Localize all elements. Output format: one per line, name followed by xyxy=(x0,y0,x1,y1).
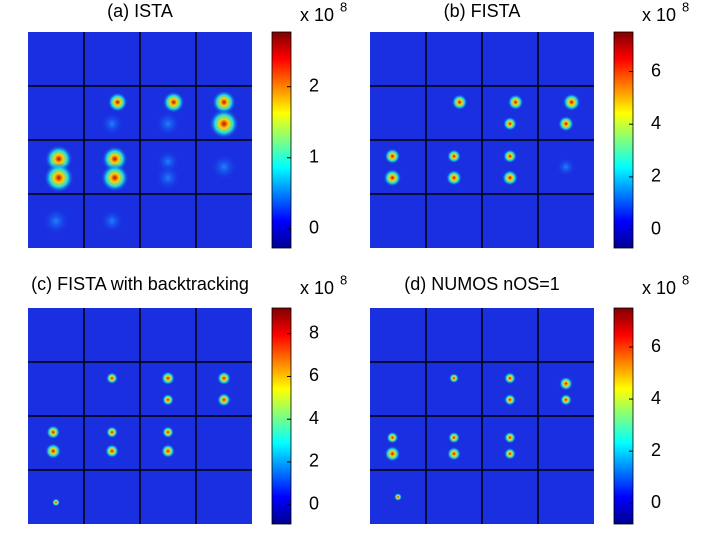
intensity-blob xyxy=(558,115,574,132)
colorbar-tick-label: 2 xyxy=(309,75,319,95)
panel: (a) ISTA 0 1 2 x 10 8 xyxy=(28,0,347,249)
intensity-blob xyxy=(502,169,518,186)
colorbar-tick-label: 4 xyxy=(309,408,319,428)
intensity-blob xyxy=(446,169,462,186)
intensity-blob xyxy=(210,153,238,181)
colorbar xyxy=(271,31,292,249)
intensity-blob xyxy=(556,157,576,177)
colorbar-tick-label: 8 xyxy=(309,322,319,342)
colorbar-tick-label: 1 xyxy=(309,147,319,167)
panel-title: (a) ISTA xyxy=(107,1,173,21)
colorbar-tick-label: 0 xyxy=(651,218,661,238)
intensity-blob xyxy=(560,393,572,406)
intensity-blob xyxy=(101,145,128,172)
intensity-blob xyxy=(383,168,402,187)
intensity-blob xyxy=(52,498,60,507)
intensity-blob xyxy=(161,444,175,459)
colorbar-tick-label: 6 xyxy=(651,60,661,80)
intensity-blob xyxy=(212,90,236,115)
colorbar-exponent-base: x 10 xyxy=(300,5,334,25)
panel: (d) NUMOS nOS=1 0 2 4 6 x 10 8 xyxy=(370,272,689,525)
intensity-blob xyxy=(559,376,573,391)
colorbar-exponent: 8 xyxy=(340,272,347,287)
intensity-blob xyxy=(100,163,129,192)
colorbar-exponent-base: x 10 xyxy=(642,5,676,25)
intensity-blob xyxy=(562,93,581,112)
intensity-blob xyxy=(451,94,468,111)
panel-title: (d) NUMOS nOS=1 xyxy=(404,274,560,294)
colorbar-exponent: 8 xyxy=(682,0,689,14)
intensity-blob xyxy=(504,372,516,385)
intensity-blob xyxy=(504,393,516,406)
intensity-blob xyxy=(45,443,62,460)
intensity-blob xyxy=(209,108,239,139)
colorbar-tick-label: 0 xyxy=(309,218,319,238)
colorbar xyxy=(613,31,634,249)
colorbar-exponent-base: x 10 xyxy=(300,278,334,298)
colorbar-tick-label: 0 xyxy=(651,492,661,512)
intensity-blob xyxy=(42,207,70,235)
colorbar-exponent: 8 xyxy=(682,272,689,287)
colorbar-tick-label: 4 xyxy=(651,113,661,133)
colorbar-tick-label: 6 xyxy=(309,365,319,385)
colorbar-tick-label: 2 xyxy=(651,166,661,186)
panel-title: (c) FISTA with backtracking xyxy=(31,274,249,294)
intensity-blob xyxy=(106,426,118,439)
intensity-blob xyxy=(386,431,399,444)
intensity-blob xyxy=(161,371,175,386)
intensity-blob xyxy=(448,431,460,444)
intensity-blob xyxy=(447,149,461,164)
intensity-blob xyxy=(394,493,402,501)
intensity-blob xyxy=(217,371,231,386)
intensity-blob xyxy=(100,111,124,136)
panel: (c) FISTA with backtracking 0 2 4 6 8 x 10 8 xyxy=(28,272,347,525)
intensity-blob xyxy=(105,444,119,459)
intensity-blob xyxy=(107,92,128,113)
colorbar-tick-label: 2 xyxy=(651,440,661,460)
intensity-blob xyxy=(503,149,517,164)
intensity-blob xyxy=(155,110,181,137)
intensity-blob xyxy=(162,393,174,406)
intensity-blob xyxy=(217,392,231,407)
intensity-blob xyxy=(100,209,124,233)
intensity-blob xyxy=(384,148,401,165)
colorbar-exponent-base: x 10 xyxy=(642,278,676,298)
colorbar-tick-label: 0 xyxy=(309,494,319,514)
panel: (b) FISTA 0 2 4 6 x 10 8 xyxy=(370,0,689,249)
intensity-blob xyxy=(162,426,174,439)
colorbar-exponent: 8 xyxy=(340,0,347,14)
intensity-blob xyxy=(447,446,461,461)
intensity-blob xyxy=(507,94,524,111)
intensity-blob xyxy=(503,116,517,131)
colorbar xyxy=(613,307,634,525)
colorbar-tick-label: 4 xyxy=(651,388,661,408)
intensity-blob xyxy=(384,445,401,462)
colorbar-tick-label: 6 xyxy=(651,336,661,356)
intensity-blob xyxy=(449,373,459,384)
intensity-blob xyxy=(504,431,516,444)
intensity-blob xyxy=(46,425,61,440)
intensity-blob xyxy=(155,164,181,191)
intensity-blob xyxy=(43,162,74,193)
colorbar xyxy=(271,307,292,525)
colorbar-tick-label: 2 xyxy=(309,451,319,471)
intensity-blob xyxy=(162,91,185,114)
panel-title: (b) FISTA xyxy=(444,1,521,21)
intensity-blob xyxy=(106,372,118,385)
intensity-blob xyxy=(504,447,516,460)
